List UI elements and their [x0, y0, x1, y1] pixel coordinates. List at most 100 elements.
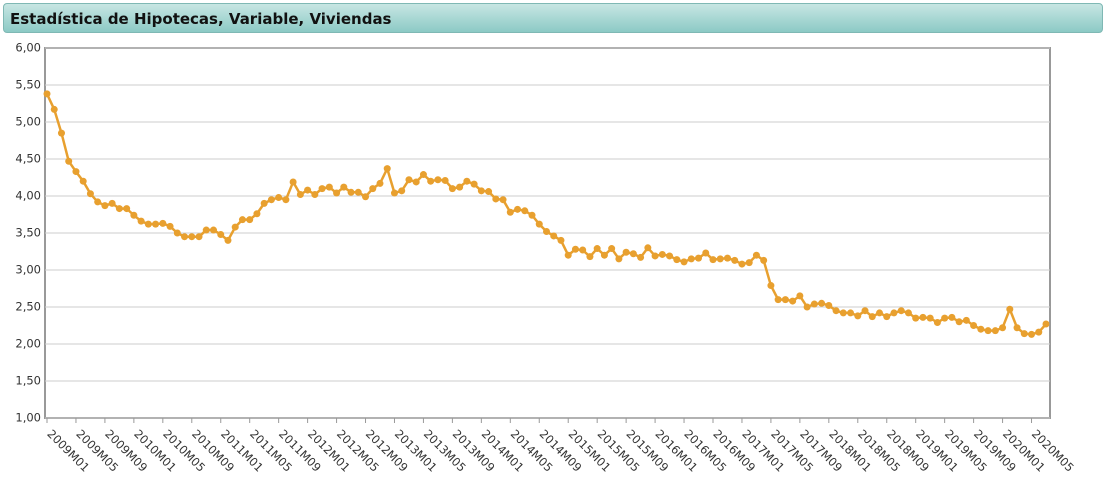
- y-tick-label: 4,00: [15, 189, 41, 203]
- data-point: [608, 245, 616, 253]
- y-tick-label: 3,00: [15, 263, 41, 277]
- data-point: [897, 307, 905, 315]
- data-point: [586, 253, 594, 261]
- data-point: [260, 199, 268, 207]
- data-point: [521, 207, 529, 215]
- y-tick-label: 2,00: [15, 337, 41, 351]
- data-point: [695, 254, 703, 262]
- data-point: [506, 208, 514, 216]
- y-tick-label: 4,50: [15, 152, 41, 166]
- data-point: [723, 254, 731, 262]
- data-point: [629, 250, 637, 258]
- data-point: [752, 251, 760, 259]
- chart-title: Estadística de Hipotecas, Variable, Vivi…: [3, 3, 1103, 33]
- data-point: [962, 316, 970, 324]
- data-point: [1042, 320, 1050, 328]
- y-tick-label: 1,00: [15, 411, 41, 425]
- data-point: [340, 183, 348, 191]
- y-tick-label: 1,50: [15, 374, 41, 388]
- data-point: [919, 313, 927, 321]
- data-point: [861, 307, 869, 315]
- data-point: [999, 324, 1007, 332]
- y-tick-label: 3,50: [15, 226, 41, 240]
- data-point: [789, 297, 797, 305]
- data-point: [463, 177, 471, 185]
- data-point: [499, 196, 507, 204]
- data-point: [492, 195, 500, 203]
- data-point: [514, 205, 522, 213]
- y-tick-label: 5,50: [15, 78, 41, 92]
- data-point: [535, 220, 543, 228]
- data-point: [202, 226, 210, 234]
- data-point: [43, 90, 51, 98]
- data-point: [550, 232, 558, 240]
- data-point: [376, 179, 384, 187]
- data-point: [615, 255, 623, 263]
- data-point: [810, 300, 818, 308]
- data-point: [933, 319, 941, 327]
- data-point: [231, 223, 239, 231]
- data-point: [571, 245, 579, 253]
- data-point: [101, 202, 109, 210]
- data-point: [666, 252, 674, 260]
- data-point: [818, 299, 826, 307]
- data-point: [166, 222, 174, 230]
- data-point: [333, 189, 341, 197]
- data-point: [86, 190, 94, 198]
- data-point: [369, 185, 377, 193]
- data-point: [955, 318, 963, 326]
- data-point: [108, 199, 116, 207]
- data-point: [637, 253, 645, 261]
- data-point: [57, 129, 65, 137]
- data-point: [876, 309, 883, 317]
- data-point: [658, 250, 666, 258]
- data-point: [716, 255, 724, 263]
- data-point: [1006, 305, 1014, 313]
- data-point: [470, 180, 478, 188]
- data-point: [311, 191, 319, 199]
- data-point: [832, 307, 840, 315]
- data-point: [412, 178, 420, 186]
- data-point: [123, 205, 131, 213]
- data-point: [528, 211, 536, 219]
- data-point: [977, 325, 985, 333]
- data-point: [557, 236, 565, 244]
- data-point: [405, 176, 413, 184]
- data-point: [115, 205, 123, 213]
- data-point: [362, 193, 370, 201]
- data-point: [796, 292, 804, 300]
- data-point: [680, 258, 688, 266]
- data-point: [441, 176, 449, 184]
- data-point: [137, 217, 145, 225]
- data-point: [868, 313, 876, 321]
- data-point: [188, 233, 196, 241]
- data-point: [854, 312, 862, 320]
- data-point: [448, 185, 456, 193]
- data-point: [593, 245, 601, 253]
- data-point: [579, 246, 587, 254]
- data-point: [774, 296, 782, 304]
- data-point: [760, 256, 768, 264]
- data-point: [181, 233, 189, 241]
- data-point: [543, 228, 550, 236]
- data-point: [912, 314, 920, 322]
- data-point: [217, 230, 225, 238]
- data-point: [1035, 328, 1043, 336]
- data-point: [419, 171, 427, 179]
- data-point: [1028, 330, 1036, 338]
- data-point: [687, 255, 695, 263]
- data-point: [318, 185, 326, 193]
- data-point: [282, 196, 290, 204]
- data-point: [477, 187, 485, 195]
- data-point: [970, 322, 978, 329]
- data-point: [745, 259, 753, 267]
- data-point: [738, 260, 746, 268]
- data-point: [890, 309, 898, 317]
- data-point: [267, 196, 275, 204]
- data-point: [238, 216, 246, 224]
- data-point: [644, 244, 652, 252]
- data-point: [651, 252, 659, 260]
- data-point: [434, 176, 442, 184]
- data-point: [398, 187, 406, 195]
